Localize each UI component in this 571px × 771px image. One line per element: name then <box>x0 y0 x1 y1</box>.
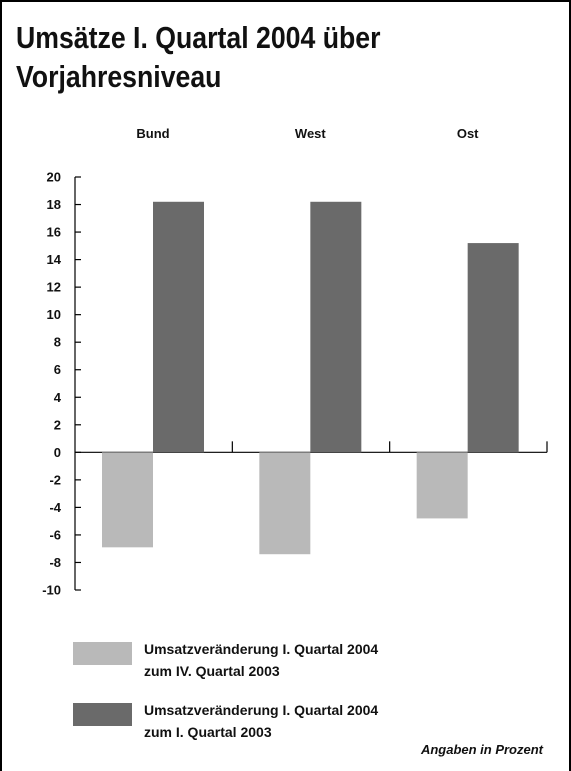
y-tick-label: 0 <box>54 445 61 460</box>
bar-quarter-change <box>416 452 468 519</box>
legend-label-1-line-2: zum IV. Quartal 2003 <box>144 663 280 679</box>
legend-swatch-1 <box>73 642 132 665</box>
legend-label-1-line-1: Umsatzveränderung I. Quartal 2004 <box>144 641 379 657</box>
y-tick-label: 14 <box>47 252 62 267</box>
bar-quarter-change <box>259 452 311 555</box>
units-note: Angaben in Prozent <box>420 742 543 757</box>
y-tick-label: 18 <box>47 197 61 212</box>
y-tick-label: -4 <box>49 500 61 515</box>
legend-label-2-line-2: zum I. Quartal 2003 <box>144 724 272 740</box>
bar-quarter-change <box>102 452 153 548</box>
y-tick-label: 2 <box>54 417 61 432</box>
y-tick-label: 8 <box>54 335 61 350</box>
category-label: Bund <box>136 126 169 141</box>
y-tick-label: 16 <box>47 225 61 240</box>
legend-item-2: Umsatzveränderung I. Quartal 2004 zum I.… <box>73 699 444 743</box>
y-tick-label: 6 <box>54 362 61 377</box>
bar-year-change <box>153 201 204 453</box>
chart-title-line-1: Umsätze I. Quartal 2004 über <box>16 20 381 55</box>
chart-title: Umsätze I. Quartal 2004 über Vorjahresni… <box>16 18 480 96</box>
chart-title-line-2: Vorjahresniveau <box>16 59 222 94</box>
y-tick-label: 4 <box>54 390 62 405</box>
category-label: Ost <box>457 126 479 141</box>
legend-item-1: Umsatzveränderung I. Quartal 2004 zum IV… <box>73 638 444 682</box>
bar-year-change <box>310 201 362 453</box>
category-label: West <box>295 126 326 141</box>
y-tick-label: -8 <box>49 555 61 570</box>
legend-swatch-2 <box>73 703 132 726</box>
legend-text-2: Umsatzveränderung I. Quartal 2004 zum I.… <box>144 699 444 743</box>
y-tick-label: 10 <box>47 307 61 322</box>
legend-text-1: Umsatzveränderung I. Quartal 2004 zum IV… <box>144 638 444 682</box>
y-tick-label: 12 <box>47 280 61 295</box>
bar-year-change <box>467 243 519 453</box>
y-tick-label: -6 <box>49 527 61 542</box>
y-tick-label: -10 <box>42 583 61 598</box>
y-tick-label: -2 <box>49 472 61 487</box>
y-tick-label: 20 <box>47 170 61 185</box>
legend-label-2-line-1: Umsatzveränderung I. Quartal 2004 <box>144 702 379 718</box>
